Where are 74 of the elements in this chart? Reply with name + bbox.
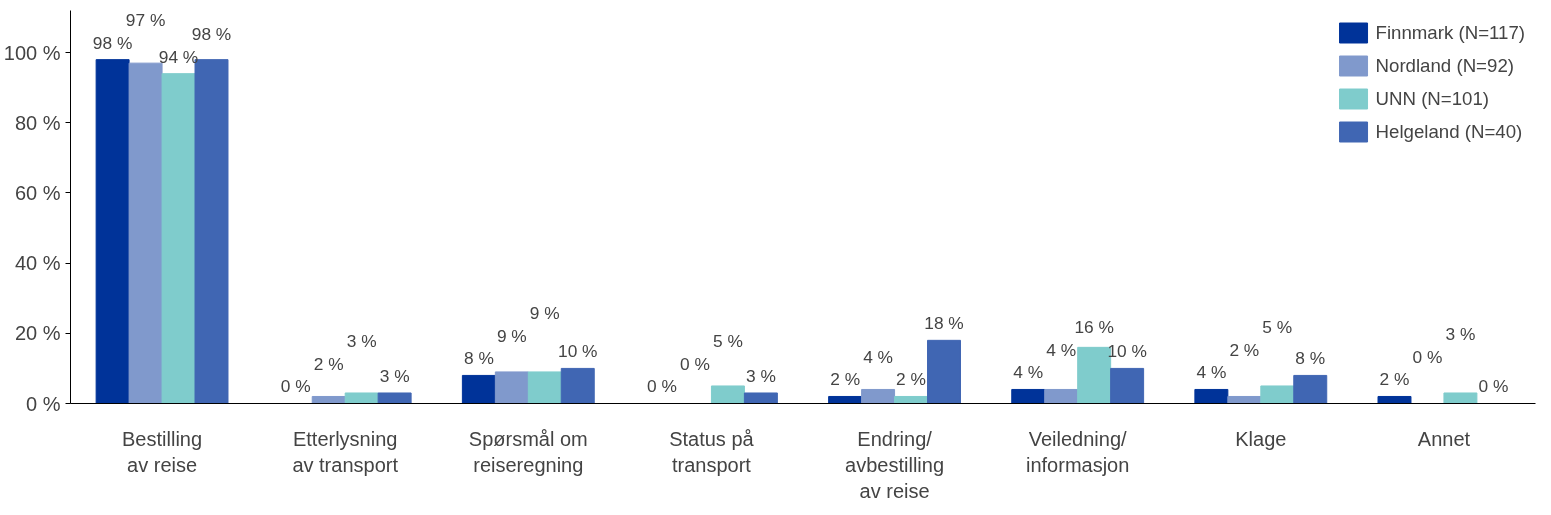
bar	[1194, 388, 1229, 404]
bar	[377, 392, 412, 404]
y-tick-label: 20 %	[14, 322, 61, 345]
data-label: 4 %	[1046, 339, 1077, 360]
data-label: 8 %	[463, 348, 494, 369]
data-label: 0 %	[680, 353, 710, 374]
bar	[311, 395, 346, 404]
x-tick-label: Annet	[1417, 427, 1471, 450]
y-tick-label: 80 %	[14, 111, 61, 134]
bar	[128, 62, 163, 404]
data-label: 0 %	[280, 376, 311, 397]
x-tick-label: Bestilling av reise	[122, 427, 203, 476]
data-label: 2 %	[313, 353, 344, 374]
data-label: 0 %	[1478, 376, 1509, 397]
bar	[927, 339, 961, 404]
bar	[527, 371, 562, 404]
bar	[1443, 392, 1478, 404]
data-label: 4 %	[863, 346, 894, 367]
x-tick-label: Veiledning/ informasjon	[1026, 427, 1130, 476]
bar	[1293, 374, 1328, 404]
bar	[1110, 367, 1145, 404]
data-label: 9 %	[496, 325, 527, 346]
data-label: 0 %	[647, 376, 677, 397]
x-tick-label: Klage	[1235, 427, 1287, 450]
legend-label: UNN (N=101)	[1375, 87, 1490, 110]
data-label: 97 %	[125, 9, 166, 30]
data-label: 98 %	[92, 32, 133, 53]
bar	[828, 395, 863, 404]
data-label: 9 %	[529, 302, 560, 323]
bar	[161, 73, 196, 404]
data-label: 2 %	[1379, 369, 1410, 390]
bar	[461, 374, 496, 404]
x-tick-label: Spørsmål om reiseregning	[468, 427, 588, 476]
data-label: 4 %	[1013, 362, 1044, 383]
bar	[95, 59, 130, 404]
data-label: 4 %	[1196, 362, 1227, 383]
legend-label: Helgeland (N=40)	[1375, 120, 1523, 143]
y-tick-label: 100 %	[3, 41, 61, 64]
bar	[1260, 385, 1295, 404]
data-label: 10 %	[558, 341, 598, 362]
data-label: 0 %	[1412, 346, 1443, 367]
data-label: 98 %	[191, 23, 232, 44]
x-tick-label: Status på transport	[669, 427, 755, 476]
data-label: 5 %	[1262, 316, 1293, 337]
legend-label: Finnmark (N=117)	[1375, 21, 1525, 44]
y-tick-label: 60 %	[14, 181, 61, 204]
data-label: 3 %	[379, 365, 410, 386]
x-tick-label: Etterlysning av transport	[292, 427, 399, 476]
data-label: 18 %	[924, 313, 964, 334]
data-label: 2 %	[1229, 339, 1260, 360]
data-label: 16 %	[1074, 316, 1114, 337]
legend-label: Nordland (N=92)	[1375, 54, 1514, 77]
bar	[1044, 388, 1079, 404]
data-label: 2 %	[896, 369, 926, 390]
bar	[861, 388, 896, 404]
data-label: 94 %	[158, 46, 199, 67]
bar	[710, 385, 745, 404]
data-label: 3 %	[1445, 323, 1476, 344]
data-label: 3 %	[745, 365, 776, 386]
data-label: 2 %	[830, 369, 861, 390]
bar	[1227, 395, 1262, 404]
y-tick-label: 40 %	[14, 252, 61, 275]
bar	[894, 395, 929, 404]
bar	[344, 392, 379, 404]
bar	[1011, 388, 1046, 404]
bar	[1377, 395, 1412, 404]
bar	[743, 392, 778, 404]
data-label: 8 %	[1295, 348, 1326, 369]
y-tick-label: 0 %	[26, 392, 61, 415]
data-label: 3 %	[346, 330, 377, 351]
x-tick-label: Endring/ avbestilling av reise	[845, 427, 945, 503]
bar	[494, 371, 529, 404]
bar	[560, 367, 595, 404]
data-label: 5 %	[712, 330, 743, 351]
